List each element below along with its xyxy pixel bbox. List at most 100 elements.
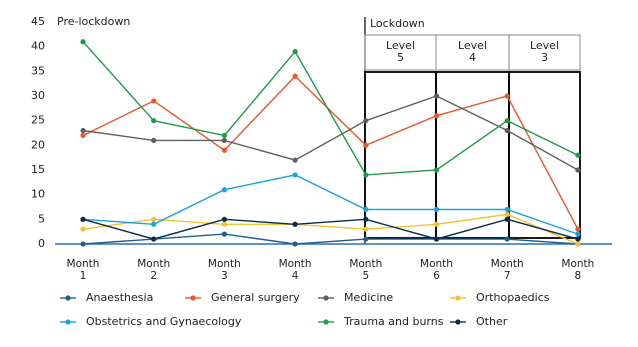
data-point <box>292 73 298 79</box>
data-point <box>292 172 298 178</box>
data-point <box>80 241 86 247</box>
data-point <box>363 236 369 242</box>
x-tick-label: Month 1 <box>66 258 100 282</box>
legend-swatch <box>65 295 71 301</box>
data-point <box>221 132 227 139</box>
level-frame <box>364 71 437 239</box>
data-point <box>292 49 298 55</box>
data-point <box>433 167 440 173</box>
y-tick-label: 40 <box>31 40 45 53</box>
data-point <box>433 221 440 227</box>
data-point <box>433 236 440 242</box>
data-point <box>151 236 157 242</box>
legend-label: Other <box>476 315 508 328</box>
data-point <box>363 226 369 232</box>
data-point <box>80 39 86 45</box>
data-point <box>363 118 369 124</box>
x-tick-label: Month 6 <box>420 258 453 282</box>
data-point <box>575 167 581 173</box>
data-point <box>504 118 510 124</box>
series-line <box>82 95 579 171</box>
y-tick-label: 30 <box>31 89 45 102</box>
data-point <box>363 172 369 178</box>
legend-label: Medicine <box>344 291 393 304</box>
level-box <box>364 34 581 71</box>
data-point <box>151 221 157 227</box>
data-point <box>504 216 510 222</box>
legend-swatch <box>455 319 461 325</box>
data-point <box>433 206 440 213</box>
data-point <box>80 226 86 232</box>
data-point <box>504 206 510 213</box>
legend-label: Orthopaedics <box>476 291 550 304</box>
data-point <box>151 137 157 143</box>
y-tick-label: 10 <box>31 188 45 201</box>
data-point <box>221 147 227 153</box>
legend-label: Anaesthesia <box>86 291 153 304</box>
data-point <box>151 118 157 124</box>
data-point <box>363 142 369 148</box>
series-line <box>82 174 579 235</box>
annotation: Lockdown <box>370 17 425 30</box>
data-point <box>575 231 581 237</box>
level-label: Level 4 <box>457 39 488 64</box>
y-tick-label: 35 <box>31 64 45 77</box>
legend-swatch <box>323 295 329 301</box>
data-point <box>292 157 298 163</box>
level-label: Level 3 <box>529 39 560 64</box>
legend-swatch <box>190 295 196 301</box>
data-point <box>504 127 510 134</box>
data-point <box>575 241 581 247</box>
legend-swatch <box>323 319 329 325</box>
data-point <box>221 216 227 222</box>
legend-label: General surgery <box>211 291 300 304</box>
series-line <box>82 233 578 245</box>
series-line <box>82 218 579 240</box>
annotation: Pre-lockdown <box>57 15 130 28</box>
data-point <box>504 93 510 99</box>
data-point <box>504 236 510 242</box>
data-point <box>363 216 369 222</box>
level-label: Level 5 <box>385 39 416 64</box>
data-point <box>151 98 157 104</box>
data-point <box>292 221 298 227</box>
y-tick-label: 15 <box>31 163 45 176</box>
x-tick-label: Month 2 <box>137 258 171 282</box>
data-point <box>504 211 510 217</box>
series-line <box>82 213 579 245</box>
data-point <box>80 216 86 222</box>
data-point <box>433 93 440 99</box>
x-tick-label: Month 4 <box>278 258 312 282</box>
y-tick-label: 25 <box>31 114 45 127</box>
data-point <box>575 226 581 232</box>
y-tick-label: 5 <box>38 212 45 225</box>
legend-label: Obstetrics and Gynaecology <box>86 315 242 328</box>
data-point <box>575 152 581 158</box>
series-line <box>82 75 579 230</box>
legend-label: Trauma and burns <box>343 315 444 328</box>
data-point <box>433 113 440 119</box>
series-line <box>82 41 579 176</box>
x-tick-label: Month 8 <box>561 258 595 282</box>
data-point <box>221 221 227 227</box>
x-tick-label: Month 7 <box>490 258 524 282</box>
legend-swatch <box>65 319 71 325</box>
data-point <box>363 206 369 213</box>
data-point <box>575 236 581 242</box>
y-tick-label: 0 <box>38 237 45 250</box>
data-point <box>221 137 227 143</box>
data-point <box>221 187 227 193</box>
data-point <box>151 216 157 222</box>
legend-swatch <box>455 295 461 301</box>
x-tick-label: Month 3 <box>207 258 241 282</box>
level-frame <box>435 71 510 239</box>
data-point <box>292 241 298 247</box>
y-tick-label: 45 <box>31 15 45 28</box>
x-tick-label: Month 5 <box>349 258 383 282</box>
y-tick-label: 20 <box>31 138 45 151</box>
data-point <box>80 127 86 134</box>
data-point <box>221 231 227 237</box>
data-point <box>80 132 86 139</box>
